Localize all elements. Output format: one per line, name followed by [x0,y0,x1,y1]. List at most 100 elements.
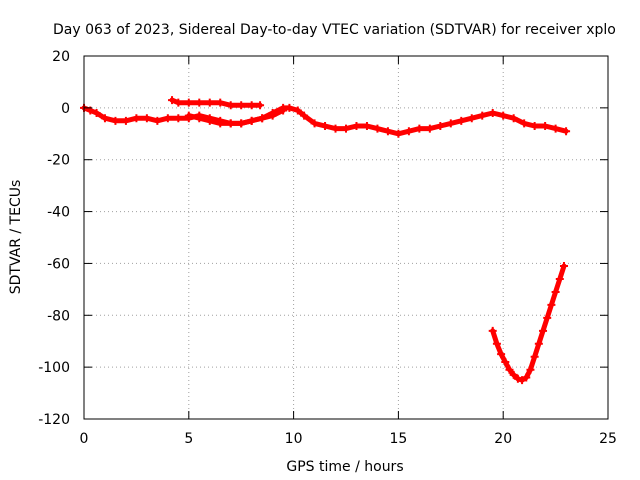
data-point [300,111,309,120]
series-line [186,107,286,126]
data-point [383,127,392,136]
data-point [174,98,183,107]
data-point [92,109,101,118]
data-point [279,106,288,115]
data-point [111,116,120,125]
data-point [163,114,172,123]
series-line [169,97,263,108]
data-point [153,116,162,125]
data-point [539,326,548,335]
series-layer [80,96,571,385]
data-point [205,98,214,107]
x-tick-label: 5 [184,431,193,447]
series-track-short [168,96,265,110]
data-point [100,114,109,123]
data-point [285,103,294,112]
x-tick-label: 0 [80,431,89,447]
data-point [121,116,130,125]
ticks: 0 5 10 15 20 25 20 0 -20 -40 -60 -80 -100 -120 [38,49,617,447]
data-point [168,96,177,105]
y-axis-title: SDTVAR / TECUs [8,180,24,295]
data-point [530,352,539,361]
data-point [321,122,330,131]
data-point [534,339,543,348]
data-point [174,114,183,123]
data-point [184,98,193,107]
y-tick-label: -100 [38,360,70,376]
data-point [268,111,277,120]
data-point [216,98,225,107]
y-tick-label: -80 [47,308,70,324]
data-point [520,119,529,128]
data-point [551,287,560,296]
data-point [373,124,382,133]
data-point [184,111,193,120]
data-point [293,106,302,115]
data-point [522,373,531,382]
data-point [497,350,506,359]
data-point [132,114,141,123]
data-point [541,122,550,131]
data-point [436,122,445,131]
data-point [415,124,424,133]
data-point [509,370,518,379]
y-tick-label: -40 [47,205,70,221]
x-tick-label: 15 [389,431,407,447]
data-point [526,365,535,374]
chart-title: Day 063 of 2023, Sidereal Day-to-day VTE… [53,22,616,38]
y-tick-label: 0 [61,101,70,117]
data-point [226,101,235,110]
data-point [530,122,539,131]
data-point [446,119,455,128]
data-point [562,127,571,136]
data-point [404,127,413,136]
data-point [195,114,204,123]
y-tick-label: -60 [47,256,70,272]
data-point [142,114,151,123]
data-point [342,124,350,133]
x-tick-label: 20 [494,431,512,447]
data-point [518,376,527,385]
plot-frame [83,55,609,420]
data-point [352,122,361,131]
data-point [425,124,434,133]
data-point [547,300,556,309]
data-point [394,129,403,138]
data-point [258,114,267,123]
x-tick-label: 25 [599,431,617,447]
data-point [505,365,514,374]
data-point [501,357,510,366]
data-point [216,119,225,128]
data-point [488,109,497,118]
data-point [499,111,508,120]
series-track-band [184,106,288,128]
data-point [226,119,235,128]
data-point [247,101,256,110]
data-point [478,111,487,120]
data-point [237,101,246,110]
data-point [509,114,518,123]
data-point [543,313,552,322]
data-point [467,114,476,123]
data-point [237,119,246,128]
data-point [331,124,340,133]
data-point [457,116,466,125]
data-point [247,116,256,125]
data-point [362,122,371,131]
x-axis-title: GPS time / hours [286,459,403,475]
data-point [555,274,564,283]
data-point [551,124,560,133]
series-track-dip [488,262,568,385]
y-tick-label: -120 [38,412,70,428]
y-tick-label: -20 [47,153,70,169]
data-point [492,339,501,348]
data-point [205,116,214,125]
data-point [513,374,522,383]
data-point [559,262,568,271]
data-point [195,98,204,107]
data-point [310,119,319,128]
x-tick-label: 10 [285,431,303,447]
y-tick-label: 20 [52,49,70,65]
